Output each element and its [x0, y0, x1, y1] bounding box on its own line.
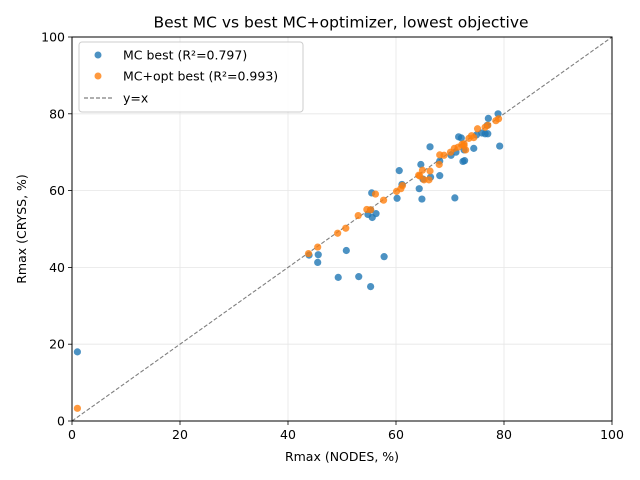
mc-opt-best-point — [425, 176, 433, 184]
mc-opt-best-point — [440, 151, 448, 159]
mc-opt-best-point — [304, 249, 313, 258]
mc-opt-best-point — [367, 206, 375, 214]
x-tick-label: 60 — [388, 427, 404, 442]
mc-best-point — [436, 172, 444, 180]
mc-opt-best-point — [398, 182, 407, 190]
mc-best-point — [355, 273, 363, 281]
mc-opt-best-point — [435, 160, 443, 169]
mc-opt-best-point — [371, 190, 380, 198]
mc-opt-best-point — [314, 243, 322, 251]
mc-opt-best-point — [342, 224, 350, 232]
x-axis: 0 20 40 60 80 100 — [68, 421, 624, 442]
x-tick-label: 0 — [68, 427, 76, 442]
mc-opt-best-point — [462, 146, 470, 154]
mc-opt-best-point — [334, 229, 342, 237]
legend-marker-mc-best — [94, 51, 102, 59]
mc-best-point — [393, 194, 401, 202]
y-tick-label: 100 — [41, 30, 65, 45]
mc-opt-best-point — [354, 211, 362, 220]
mc-best-point — [460, 157, 469, 165]
x-tick-label: 20 — [172, 427, 188, 442]
mc-best-point — [395, 167, 403, 175]
mc-opt-best-point — [470, 134, 478, 142]
mc-best-point — [314, 251, 322, 259]
legend-label-mc-best: MC best (R²=0.797) — [123, 48, 247, 63]
mc-best-point — [484, 114, 492, 123]
mc-opt-best-point — [426, 167, 434, 175]
mc-opt-best-point — [473, 125, 482, 133]
mc-best-point — [417, 160, 425, 169]
y-tick-label: 40 — [49, 260, 65, 275]
reference-line-y-equals-x — [71, 36, 613, 422]
legend: MC best (R²=0.797) MC+opt best (R²=0.993… — [78, 41, 304, 113]
legend-label-mc-opt-best: MC+opt best (R²=0.993) — [123, 69, 278, 84]
reference-line-layer — [71, 36, 613, 422]
legend-label-reference: y=x — [123, 91, 148, 106]
mc-best-point — [418, 195, 426, 203]
mc-best-point — [380, 253, 388, 261]
mc-opt-best-point — [418, 166, 427, 174]
x-axis-label: Rmax (NODES, %) — [285, 449, 399, 464]
mc-best-point — [73, 348, 81, 356]
mc-best-point — [426, 143, 434, 151]
mc-opt-best-point — [484, 121, 492, 129]
y-tick-label: 20 — [49, 337, 65, 352]
mc-opt-best-point — [73, 404, 81, 412]
mc-best-point — [484, 130, 492, 138]
mc-best-point — [314, 258, 322, 267]
mc-best-point — [451, 194, 459, 202]
mc-opt-best-point — [495, 115, 503, 123]
y-axis-label: Rmax (CRYSS, %) — [14, 174, 29, 284]
y-tick-label: 80 — [49, 106, 65, 121]
legend-marker-mc-opt-best — [94, 72, 102, 80]
x-tick-label: 40 — [280, 427, 296, 442]
series-1 — [73, 115, 503, 412]
mc-opt-best-point — [379, 196, 388, 204]
mc-best-point — [470, 144, 478, 152]
mc-best-point — [496, 142, 504, 150]
mc-best-point — [372, 210, 380, 218]
y-tick-label: 60 — [49, 183, 65, 198]
y-tick-label: 0 — [57, 414, 65, 429]
series-layer — [73, 110, 504, 412]
mc-best-point — [334, 273, 342, 281]
mc-best-point — [367, 283, 375, 291]
mc-best-point — [342, 246, 350, 255]
plot-area-frame — [71, 36, 613, 422]
mc-best-point — [457, 134, 465, 142]
chart-title: Best MC vs best MC+optimizer, lowest obj… — [153, 14, 528, 32]
y-axis: 0 20 40 60 80 100 — [41, 30, 72, 429]
x-tick-label: 100 — [600, 427, 624, 442]
legend-box — [78, 41, 304, 113]
x-tick-label: 80 — [496, 427, 512, 442]
mc-best-point — [415, 185, 423, 193]
